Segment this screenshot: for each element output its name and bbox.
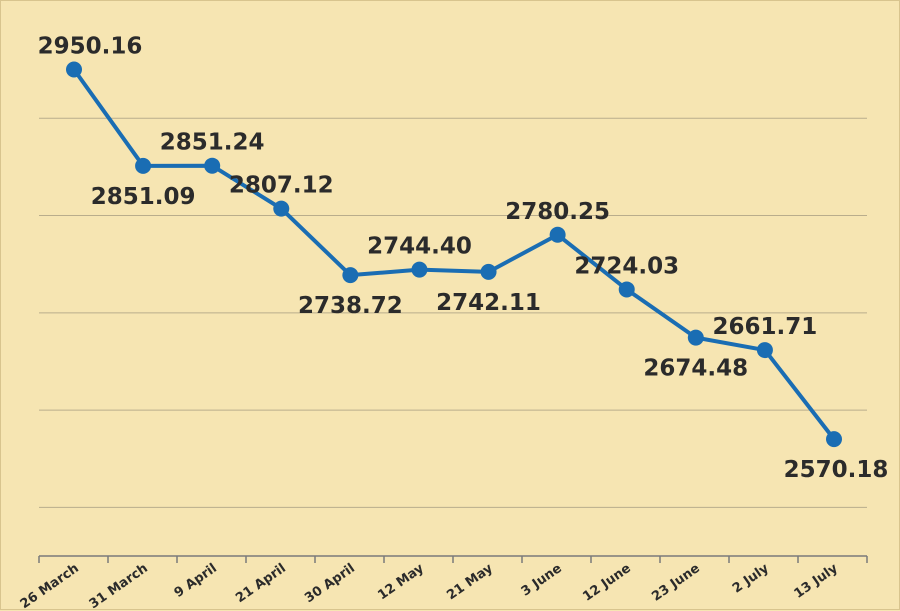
- data-label: 2570.18: [784, 457, 889, 483]
- x-tick-label: 21 April: [233, 561, 289, 606]
- x-axis: 26 March 31 March 9 April 21 April 30 April 1…: [18, 555, 868, 611]
- x-tick-label: 23 June: [649, 561, 703, 605]
- x-tick-label: 13 July: [792, 561, 842, 602]
- data-point: [549, 226, 566, 243]
- data-point: [756, 342, 773, 359]
- data-point: [204, 157, 221, 174]
- x-tick-label: 30 April: [302, 561, 358, 606]
- data-label: 2661.71: [713, 314, 818, 340]
- data-point: [66, 61, 82, 78]
- x-tick-label: 9 April: [172, 561, 220, 601]
- data-point: [342, 267, 359, 284]
- grid-lines: [39, 117, 867, 508]
- data-point: [411, 261, 428, 278]
- x-tick-label: 12 June: [580, 561, 634, 605]
- data-point: [480, 263, 497, 280]
- data-label: 2780.25: [505, 199, 610, 225]
- data-label: 2744.40: [367, 234, 472, 260]
- data-label: 2950.16: [38, 33, 143, 59]
- data-label: 2851.24: [160, 130, 265, 156]
- series-layer: [66, 61, 842, 448]
- data-label: 2742.11: [436, 290, 541, 316]
- data-point: [826, 431, 842, 448]
- x-tick-label: 21 May: [444, 561, 496, 604]
- x-tick-label: 12 May: [375, 561, 427, 604]
- x-tick-label: 3 June: [519, 561, 565, 600]
- data-label: 2738.72: [298, 293, 403, 319]
- data-point: [687, 329, 704, 346]
- data-label: 2851.09: [91, 184, 196, 210]
- series-line: [72, 67, 836, 442]
- data-labels: 2950.16 2851.09 2851.24 2807.12 2738.72 2744.…: [38, 33, 889, 483]
- x-tick-label: 2 July: [730, 561, 772, 597]
- data-label: 2674.48: [643, 356, 748, 382]
- data-point: [135, 157, 152, 174]
- x-tick-label: 26 March: [18, 561, 82, 611]
- data-point: [618, 281, 635, 298]
- x-tick-label: 31 March: [87, 561, 151, 611]
- data-point: [273, 200, 290, 217]
- data-label: 2807.12: [229, 173, 334, 199]
- data-label: 2724.03: [574, 253, 679, 279]
